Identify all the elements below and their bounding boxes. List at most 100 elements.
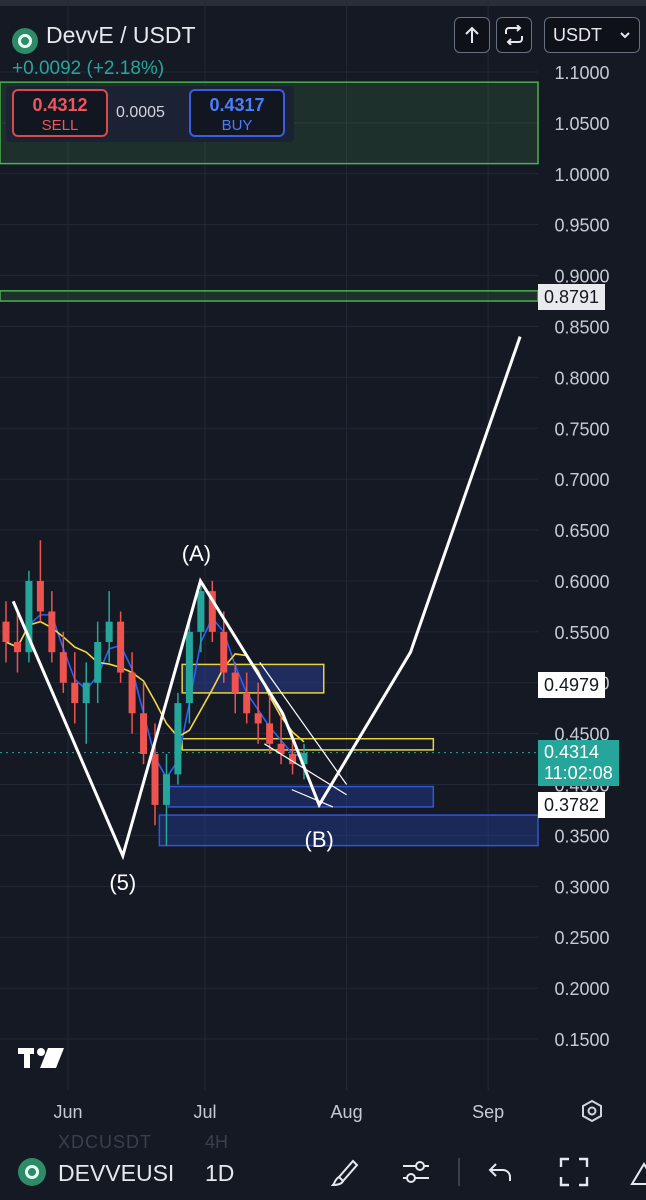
- price-tick-label: 0.8000: [554, 368, 609, 388]
- price-tick-label: 0.6500: [554, 521, 609, 541]
- settings-sliders-icon: [403, 1161, 429, 1183]
- candle-body: [140, 713, 148, 754]
- candle-body: [197, 591, 205, 632]
- chart-header: DevvE / USDT +0.0092 (+2.18%) USDT: [0, 6, 646, 86]
- candle-countdown: 11:02:08: [544, 763, 613, 783]
- symbol-name[interactable]: DEVVEUSI: [58, 1160, 175, 1186]
- pair-title[interactable]: DevvE / USDT: [46, 22, 196, 48]
- elliott-wave-path: [11, 336, 522, 861]
- undo-icon: [488, 1163, 511, 1181]
- symbol-logo-icon: [18, 1158, 46, 1186]
- price-tick-label: 0.6000: [554, 572, 609, 592]
- current-price: 0.4314: [544, 742, 600, 762]
- price-tick-label: 0.5500: [554, 623, 609, 643]
- top-status-strip: [0, 0, 646, 6]
- candle-body: [71, 682, 79, 704]
- price-tick-label: 1.0500: [554, 114, 609, 134]
- chart-axes: 1.1000 1.0500 1.0000 0.9500 0.9000 0.8500 0.80…: [53, 63, 609, 1122]
- candle-body: [59, 652, 67, 683]
- price-tag-lower-level: 0.3782: [538, 792, 606, 818]
- spread-value: 0.0005: [116, 104, 165, 121]
- candle-body: [243, 692, 251, 714]
- price-tag-line-level: 0.8791: [538, 284, 606, 310]
- candle-body: [220, 631, 228, 673]
- wedge-upper-line: [259, 662, 348, 785]
- price-tick-label: 0.7500: [554, 419, 609, 439]
- wave-line: [11, 336, 522, 861]
- buy-label: BUY: [221, 117, 253, 134]
- brush-icon: [331, 1159, 359, 1187]
- price-tick-label: 0.4500: [554, 725, 609, 745]
- time-tick-label: Sep: [472, 1102, 504, 1122]
- price-tick-label: 0.9500: [554, 216, 609, 236]
- fullscreen-button[interactable]: [556, 1154, 592, 1190]
- price-tick-label: 0.3000: [554, 877, 609, 897]
- wave-label: (5): [109, 870, 136, 895]
- price-tick-label: 0.2000: [554, 979, 609, 999]
- time-tick-label: Aug: [331, 1102, 363, 1122]
- timeframe-button[interactable]: 1D: [205, 1160, 235, 1186]
- price-tick-label: 1.1000: [554, 63, 609, 83]
- zone-blue: [167, 785, 435, 808]
- chart-settings-icon[interactable]: [582, 1099, 602, 1123]
- arrow-up-icon: [465, 26, 479, 43]
- time-tick-label: Jun: [53, 1102, 82, 1122]
- candle-body: [266, 723, 274, 744]
- candle-body: [128, 672, 136, 714]
- current-price-tag: 0.4314 11:02:08: [538, 740, 619, 786]
- chevron-down-icon: [620, 32, 630, 39]
- candles: [2, 540, 308, 846]
- price-tick-label: 0.9000: [554, 267, 609, 287]
- candle-body: [174, 703, 182, 775]
- price-chart[interactable]: 1.1000 1.0500 1.0000 0.9500 0.9000 0.8500 0.80…: [0, 0, 646, 1132]
- zone-blue: [158, 814, 539, 847]
- devve-logo-icon: [12, 28, 38, 54]
- arrow-up-button[interactable]: [454, 17, 490, 53]
- candle-body: [300, 752, 308, 765]
- candle-body: [185, 631, 193, 704]
- wave-labels: (5) (A) (B): [109, 541, 333, 895]
- more-tools-edge[interactable]: [630, 1162, 646, 1186]
- undo-button[interactable]: [482, 1154, 518, 1190]
- tradingview-logo: [18, 1048, 64, 1068]
- candle-body: [277, 743, 285, 754]
- zone-yellow: [181, 737, 435, 751]
- candle-body: [82, 682, 90, 704]
- previous-symbol-ghost: XDCUSDT: [58, 1132, 153, 1152]
- replay-button[interactable]: [496, 17, 532, 53]
- wave-label: (B): [305, 827, 334, 852]
- sell-button[interactable]: 0.4312 SELL: [12, 89, 108, 137]
- candle-body: [254, 713, 262, 724]
- candle-body: [289, 753, 297, 765]
- price-tag-upper-level: 0.4979: [538, 672, 606, 698]
- bottom-toolbar: XDCUSDT 4H DEVVEUSI 1D: [0, 1132, 646, 1200]
- price-tick-label: 0.3500: [554, 826, 609, 846]
- indicators-button[interactable]: [398, 1154, 434, 1190]
- sell-price: 0.4312: [32, 95, 88, 115]
- ruler-icon: [630, 1162, 646, 1185]
- fullscreen-icon: [559, 1157, 589, 1187]
- candle-body: [231, 672, 239, 693]
- currency-select[interactable]: USDT: [544, 17, 640, 53]
- buy-button[interactable]: 0.4317 BUY: [189, 89, 285, 137]
- price-tick-label: 0.7000: [554, 470, 609, 490]
- price-tick-label: 0.2500: [554, 928, 609, 948]
- candle-body: [25, 580, 33, 653]
- price-tick-label: 1.0000: [554, 165, 609, 185]
- candle-body: [2, 621, 10, 643]
- time-tick-label: Jul: [193, 1102, 216, 1122]
- price-change: +0.0092 (+2.18%): [12, 58, 165, 79]
- candle-body: [36, 580, 44, 612]
- candle-body: [162, 774, 170, 805]
- previous-timeframe-ghost: 4H: [205, 1132, 229, 1152]
- replay-icon: [505, 25, 523, 45]
- drawing-tools-button[interactable]: [328, 1154, 364, 1190]
- zone-green: [0, 290, 539, 302]
- buy-price: 0.4317: [209, 95, 265, 115]
- currency-value: USDT: [553, 24, 602, 45]
- candle-body: [105, 621, 113, 643]
- candle-body: [151, 753, 159, 805]
- zone-yellow: [181, 663, 325, 694]
- candle-body: [94, 642, 102, 683]
- trade-panel: 0.4312 SELL 0.0005 0.4317 BUY: [6, 86, 294, 142]
